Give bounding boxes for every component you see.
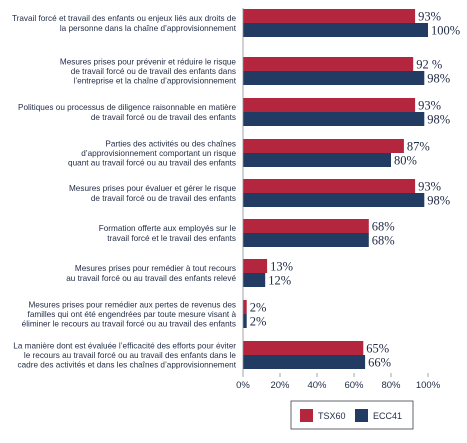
- value-label-ecc41: 12%: [268, 274, 291, 288]
- value-label-ecc41: 68%: [372, 234, 395, 248]
- bar-tsx60: [243, 259, 268, 273]
- value-label-tsx60: 13%: [270, 260, 293, 274]
- legend: TSX60 ECC41: [290, 400, 414, 430]
- x-tick-label: 40%: [307, 380, 327, 391]
- category-label: Politiques ou processus de diligence rai…: [18, 103, 236, 122]
- bar-tsx60: [243, 139, 404, 153]
- category-label-line: le recours au travail forcé ou au travai…: [24, 351, 237, 360]
- x-axis: 0% 20% 40% 60% 80% 100%: [236, 373, 441, 391]
- value-labels: 93%100%92 %98%93%98%87%80%93%98%68%68%13…: [250, 10, 460, 370]
- category-label: Mesures prises pour remédier aux pertes …: [22, 300, 237, 328]
- category-label-line: Parties des activités ou des chaînes: [105, 139, 236, 148]
- bar-ecc41: [243, 112, 425, 126]
- bar-ecc41: [243, 355, 366, 369]
- legend-swatch-tsx60: [300, 409, 313, 422]
- value-label-tsx60: 65%: [366, 342, 389, 356]
- value-label-ecc41: 80%: [394, 154, 417, 168]
- category-label: La manière dont est évaluée l’efficacité…: [13, 341, 236, 369]
- category-label: Mesures prises pour prévenir et réduire …: [60, 57, 237, 85]
- category-label-line: d’approvisionnement comportant un risque: [81, 149, 236, 158]
- value-label-ecc41: 98%: [427, 72, 450, 86]
- category-label-line: de travail forcé ou de travail des enfan…: [91, 194, 236, 203]
- category-label-line: la personne dans la chaîne d’approvision…: [60, 24, 237, 33]
- x-tick-label: 60%: [344, 380, 364, 391]
- category-label-line: Mesures prises pour remédier à tout reco…: [75, 264, 236, 273]
- category-label-line: familles qui ont été engendrées par tout…: [28, 310, 237, 319]
- x-tick-label: 80%: [381, 380, 401, 391]
- category-label-line: quant au travail forcé ou au travail des…: [68, 159, 236, 168]
- category-label-line: La manière dont est évaluée l’efficacité…: [13, 341, 236, 350]
- category-label-line: Mesures prises pour prévenir et réduire …: [60, 57, 237, 66]
- value-label-tsx60: 93%: [418, 180, 441, 194]
- category-label-line: Politiques ou processus de diligence rai…: [18, 103, 236, 112]
- bar-ecc41: [243, 233, 369, 247]
- value-label-tsx60: 2%: [250, 301, 267, 315]
- bar-tsx60: [243, 219, 369, 233]
- x-tick-label: 0%: [236, 380, 250, 391]
- bar-tsx60: [243, 300, 247, 314]
- bar-ecc41: [243, 273, 266, 287]
- legend-label-ecc41: ECC41: [373, 411, 402, 421]
- category-label-line: cadre des activités et dans les chaînes …: [18, 361, 237, 370]
- value-label-ecc41: 2%: [250, 315, 267, 329]
- value-label-ecc41: 98%: [427, 194, 450, 208]
- value-label-tsx60: 93%: [418, 10, 441, 24]
- bar-ecc41: [243, 193, 425, 207]
- category-label: Travail forcé et travail des enfants ou …: [12, 14, 237, 33]
- bar-tsx60: [243, 9, 416, 23]
- category-label-line: au travail forcé ou au travail des enfan…: [66, 274, 236, 283]
- bar-tsx60: [243, 341, 364, 355]
- bars: [243, 9, 428, 369]
- category-labels: Travail forcé et travail des enfants ou …: [12, 14, 237, 369]
- value-label-ecc41: 100%: [431, 24, 460, 38]
- category-label-line: Mesures prises pour évaluer et gérer le …: [69, 184, 236, 193]
- value-label-ecc41: 98%: [427, 113, 450, 127]
- category-label: Parties des activités ou des chaînes d’ap…: [68, 139, 236, 167]
- legend-label-tsx60: TSX60: [318, 411, 346, 421]
- value-label-tsx60: 92 %: [416, 58, 442, 72]
- category-label-line: éliminer le recours au travail forcé ou …: [22, 320, 236, 329]
- value-label-ecc41: 66%: [368, 356, 391, 370]
- bar-tsx60: [243, 98, 416, 112]
- bar-ecc41: [243, 23, 428, 37]
- category-label-line: de travail forcé ou de travail des enfan…: [91, 113, 236, 122]
- value-label-tsx60: 87%: [407, 140, 430, 154]
- category-label-line: Mesures prises pour remédier aux pertes …: [28, 300, 236, 309]
- category-label-line: l’entreprise et la chaîne d’approvisionn…: [74, 77, 237, 86]
- bar-ecc41: [243, 153, 391, 167]
- x-tick-label: 100%: [416, 380, 441, 391]
- category-label: Mesures prises pour évaluer et gérer le …: [69, 184, 236, 203]
- category-label-line: travail forcé et le travail des enfants: [107, 234, 236, 243]
- category-label: Mesures prises pour remédier à tout reco…: [66, 264, 236, 283]
- bar-ecc41: [243, 314, 247, 328]
- category-label-line: Travail forcé et travail des enfants ou …: [12, 14, 237, 23]
- value-label-tsx60: 93%: [418, 99, 441, 113]
- bar-ecc41: [243, 71, 425, 85]
- value-label-tsx60: 68%: [372, 220, 395, 234]
- category-label-line: Formation offerte aux employés sur le: [99, 224, 237, 233]
- category-label-line: de travail forcé ou de travail des enfan…: [71, 67, 236, 76]
- legend-swatch-ecc41: [355, 409, 368, 422]
- category-label: Formation offerte aux employés sur le tra…: [99, 224, 237, 243]
- bar-tsx60: [243, 179, 416, 193]
- x-tick-label: 20%: [270, 380, 290, 391]
- bar-tsx60: [243, 57, 414, 71]
